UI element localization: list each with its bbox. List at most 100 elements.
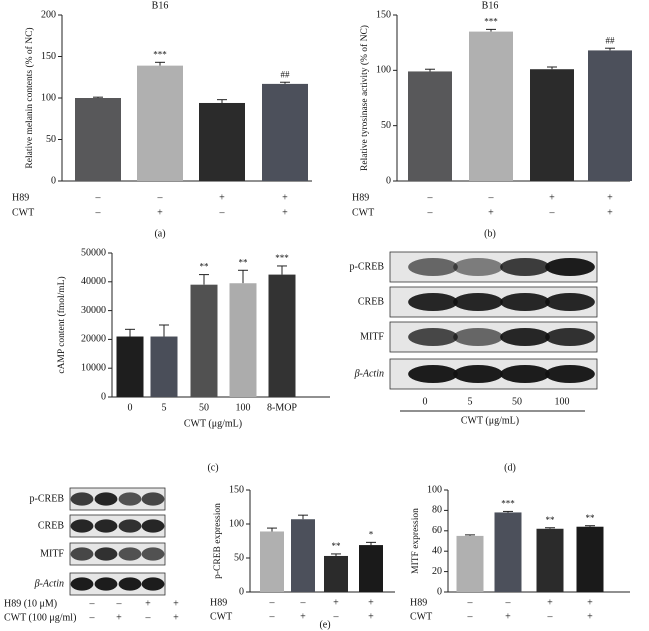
treatment-sign: + (300, 611, 306, 622)
bar (456, 535, 484, 592)
bar (116, 336, 144, 397)
blot-row-label: CREB (38, 520, 64, 531)
y-tick-label: 60 (432, 525, 442, 536)
annotation: ** (586, 513, 596, 523)
treatment-name: CWT (352, 207, 374, 218)
treatment-sign: + (607, 192, 613, 203)
blot-band (500, 258, 550, 276)
x-axis-label: CWT (μg/mL) (184, 418, 242, 429)
blot-band (118, 577, 142, 591)
blot-strip (69, 572, 166, 596)
treatment-sign: – (467, 611, 474, 622)
blot-row-label: β-Actin (34, 578, 64, 589)
panel-label: (d) (504, 462, 516, 473)
treatment-sign: – (333, 611, 340, 622)
blot-band (70, 492, 94, 506)
blot-row-label: MITF (40, 548, 64, 559)
bar (408, 71, 452, 181)
y-tick-label: 10000 (81, 362, 106, 373)
treatment-name: H89 (352, 192, 369, 203)
annotation: ** (200, 262, 210, 272)
blot-x-label: CWT (μg/mL) (461, 415, 519, 426)
bar (536, 528, 564, 592)
y-tick-label: 0 (239, 586, 244, 597)
treatment-sign: – (219, 207, 226, 218)
blot-band (408, 328, 458, 346)
y-tick-label: 50000 (81, 247, 106, 258)
y-tick-label: 30000 (81, 305, 106, 316)
panel-label: (e) (319, 619, 330, 630)
treatment-name: CWT (100 μg/ml) (4, 612, 76, 623)
blot-strip (69, 542, 166, 566)
treatment-sign: + (173, 598, 179, 609)
annotation: ** (332, 541, 342, 551)
x-tick-label: 8-MOP (267, 402, 297, 413)
blot-row-label: p-CREB (350, 261, 385, 272)
y-axis-label: Relative tyrosinase activity (% of NC) (359, 25, 370, 171)
y-tick-label: 50 (234, 552, 244, 563)
x-tick-label: 5 (162, 402, 167, 413)
treatment-sign: + (368, 611, 374, 622)
y-tick-label: 100 (427, 484, 442, 495)
bar (268, 274, 296, 397)
y-tick-label: 20 (432, 566, 442, 577)
blot-band (545, 293, 595, 311)
treatment-sign: + (368, 597, 374, 608)
treatment-sign: + (547, 597, 553, 608)
blot-strip (69, 487, 166, 511)
blot-band (500, 365, 550, 383)
y-tick-label: 0 (51, 175, 56, 186)
treatment-sign: – (547, 611, 554, 622)
treatment-sign: + (587, 597, 593, 608)
y-tick-label: 200 (41, 9, 56, 20)
treatment-sign: – (89, 598, 96, 609)
treatment-sign: + (145, 598, 151, 609)
annotation: ## (606, 35, 616, 45)
bar (291, 519, 315, 592)
blot-band (141, 519, 165, 533)
y-tick-label: 20000 (81, 334, 106, 345)
bar (199, 102, 245, 181)
bar (190, 284, 218, 397)
blot-band (453, 365, 503, 383)
y-tick-label: 50 (381, 120, 391, 131)
annotation: ** (546, 515, 556, 525)
blot-band (118, 519, 142, 533)
y-tick-label: 80 (432, 505, 442, 516)
bar (260, 531, 284, 592)
treatment-sign: – (89, 612, 96, 623)
treatment-sign: + (333, 597, 339, 608)
y-tick-label: 40 (432, 545, 442, 556)
blot-band (70, 547, 94, 561)
blot-band (94, 519, 118, 533)
bar (150, 336, 178, 397)
x-tick-label: 100 (236, 402, 251, 413)
lane-label: 5 (468, 396, 473, 407)
treatment-sign: + (219, 192, 225, 203)
y-axis-label: Relative melanin contents (% of NC) (24, 27, 35, 168)
chart-title: B16 (482, 0, 499, 11)
bar (229, 283, 257, 397)
blot-band (408, 258, 458, 276)
y-tick-label: 0 (437, 586, 442, 597)
treatment-sign: – (116, 598, 123, 609)
panel-label: (a) (154, 228, 165, 239)
blot-band (70, 519, 94, 533)
blot-band (141, 547, 165, 561)
blot-band (500, 328, 550, 346)
treatment-name: CWT (410, 611, 432, 622)
treatment-sign: + (282, 192, 288, 203)
treatment-sign: – (145, 612, 152, 623)
blot-band (94, 577, 118, 591)
annotation: *** (153, 49, 167, 59)
annotation: *** (275, 253, 289, 263)
chart-title: B16 (152, 0, 169, 11)
y-tick-label: 0 (386, 175, 391, 186)
lane-label: 100 (555, 396, 570, 407)
bar (75, 98, 121, 181)
y-tick-label: 100 (229, 518, 244, 529)
annotation: *** (484, 16, 498, 26)
y-tick-label: 150 (229, 484, 244, 495)
bar (137, 65, 183, 181)
treatment-sign: – (488, 192, 495, 203)
